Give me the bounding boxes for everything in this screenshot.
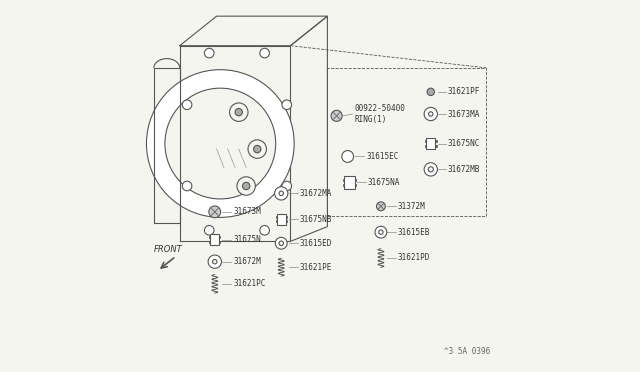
- Text: ^3 5A 0396: ^3 5A 0396: [444, 347, 490, 356]
- Text: 00922-50400
RING(1): 00922-50400 RING(1): [355, 104, 405, 124]
- Circle shape: [204, 225, 214, 235]
- Circle shape: [331, 110, 342, 121]
- Text: 31672MA: 31672MA: [300, 189, 332, 198]
- Circle shape: [204, 48, 214, 58]
- Circle shape: [275, 187, 288, 200]
- Circle shape: [230, 103, 248, 121]
- FancyBboxPatch shape: [209, 236, 211, 238]
- FancyBboxPatch shape: [355, 184, 356, 186]
- Circle shape: [209, 206, 221, 218]
- Circle shape: [379, 230, 383, 234]
- Circle shape: [424, 108, 437, 121]
- FancyBboxPatch shape: [276, 216, 277, 218]
- Text: 31621PF: 31621PF: [447, 87, 480, 96]
- Text: 31673M: 31673M: [233, 207, 261, 217]
- FancyBboxPatch shape: [276, 221, 277, 222]
- FancyBboxPatch shape: [219, 241, 220, 243]
- FancyBboxPatch shape: [343, 179, 344, 181]
- FancyBboxPatch shape: [425, 145, 426, 147]
- FancyBboxPatch shape: [211, 234, 219, 245]
- Text: 31673MA: 31673MA: [447, 109, 480, 119]
- FancyBboxPatch shape: [435, 140, 436, 142]
- Circle shape: [260, 225, 269, 235]
- Text: 31615ED: 31615ED: [300, 239, 332, 248]
- FancyBboxPatch shape: [285, 216, 287, 218]
- Text: 31621PC: 31621PC: [233, 279, 266, 288]
- Circle shape: [376, 202, 385, 211]
- Circle shape: [375, 226, 387, 238]
- FancyBboxPatch shape: [209, 241, 211, 243]
- Text: 31675NA: 31675NA: [368, 178, 401, 187]
- Text: 31621PE: 31621PE: [300, 263, 332, 272]
- Circle shape: [260, 48, 269, 58]
- Text: 31675NC: 31675NC: [447, 139, 480, 148]
- Text: 31672MB: 31672MB: [447, 165, 480, 174]
- Circle shape: [243, 182, 250, 190]
- Circle shape: [279, 191, 284, 196]
- FancyBboxPatch shape: [344, 176, 355, 189]
- FancyBboxPatch shape: [277, 214, 285, 225]
- FancyBboxPatch shape: [285, 221, 287, 222]
- Circle shape: [253, 145, 261, 153]
- FancyBboxPatch shape: [425, 140, 426, 142]
- Circle shape: [282, 181, 292, 191]
- Circle shape: [342, 151, 353, 162]
- Circle shape: [182, 100, 192, 110]
- Text: 31621PD: 31621PD: [397, 253, 430, 263]
- Text: FRONT: FRONT: [154, 245, 183, 254]
- Text: 31675NB: 31675NB: [300, 215, 332, 224]
- Circle shape: [429, 112, 433, 116]
- Circle shape: [427, 88, 435, 96]
- Circle shape: [279, 241, 284, 246]
- Text: 31372M: 31372M: [397, 202, 426, 211]
- Circle shape: [182, 181, 192, 191]
- Text: 31615EB: 31615EB: [397, 228, 430, 237]
- FancyBboxPatch shape: [426, 138, 435, 149]
- Circle shape: [275, 237, 287, 249]
- Circle shape: [424, 163, 437, 176]
- Text: 31672M: 31672M: [233, 257, 261, 266]
- Text: 31675N: 31675N: [233, 235, 261, 244]
- Circle shape: [235, 109, 243, 116]
- Circle shape: [428, 167, 433, 172]
- Text: 31615EC: 31615EC: [366, 152, 399, 161]
- Circle shape: [237, 177, 255, 195]
- Circle shape: [147, 70, 294, 217]
- FancyBboxPatch shape: [435, 145, 436, 147]
- FancyBboxPatch shape: [355, 179, 356, 181]
- Circle shape: [212, 260, 217, 264]
- Circle shape: [248, 140, 266, 158]
- Circle shape: [282, 100, 292, 110]
- FancyBboxPatch shape: [219, 236, 220, 238]
- FancyBboxPatch shape: [343, 184, 344, 186]
- Circle shape: [165, 88, 276, 199]
- Circle shape: [208, 255, 221, 268]
